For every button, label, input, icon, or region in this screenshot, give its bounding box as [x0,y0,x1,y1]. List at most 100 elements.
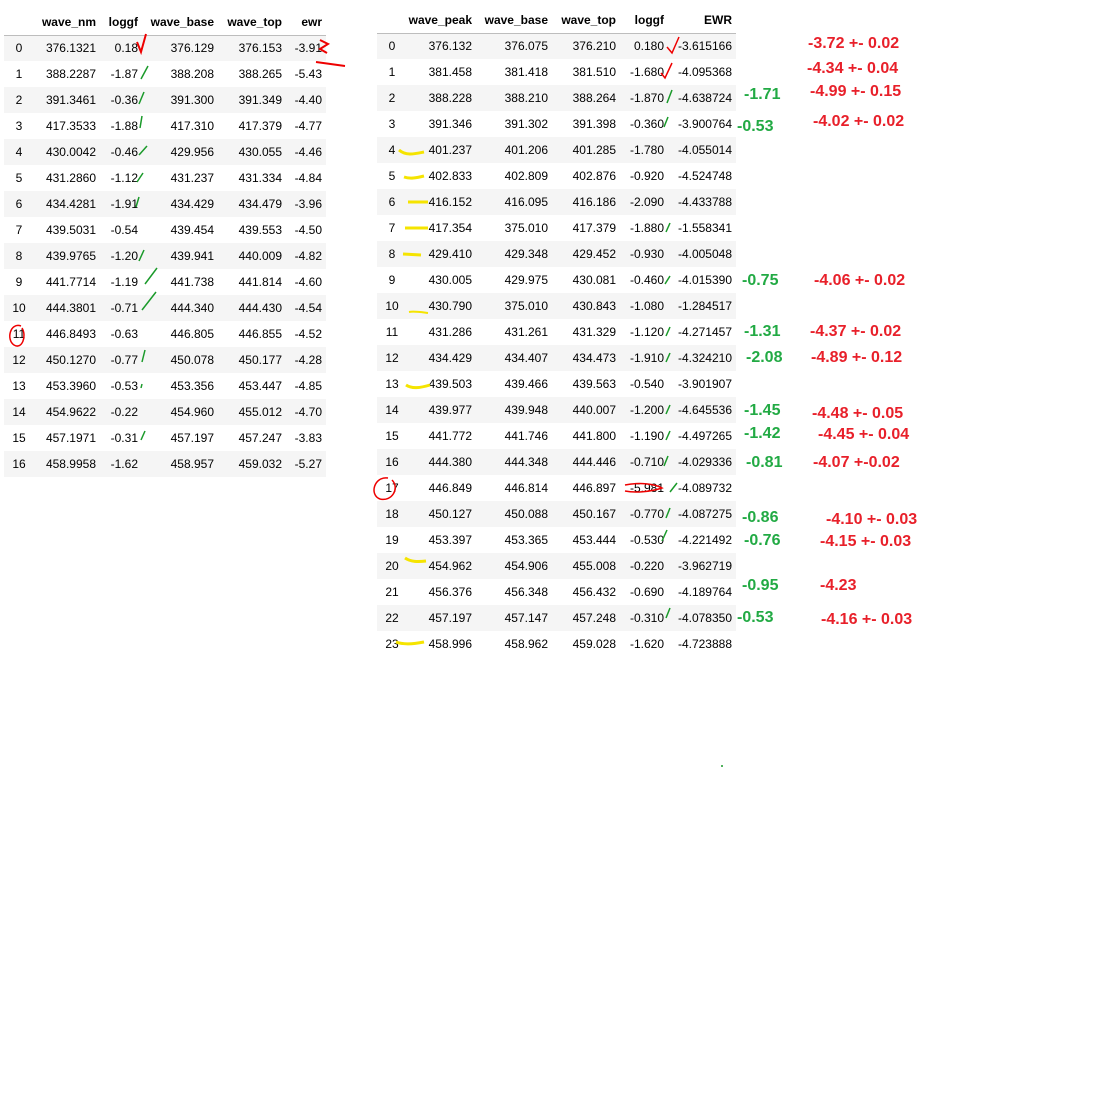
row-index: 16 [4,451,34,477]
table-cell: -4.433788 [664,189,736,215]
table-row: 9 441.7714 -1.19 441.738 441.814 -4.60 [4,269,326,295]
row-index: 4 [4,139,34,165]
table-row: 6 434.4281 -1.91 434.429 434.479 -3.96 [4,191,326,217]
table-cell: -0.22 [96,399,138,425]
red-circle [9,324,25,347]
table-cell: -5.27 [282,451,326,477]
row-index: 8 [4,243,34,269]
row-index: 14 [377,397,407,423]
table-cell: -4.497265 [677,429,732,443]
table-cell: -4.087275 [664,501,736,527]
green-checkmark [669,482,678,493]
green-annotation: -1.31 [744,323,781,340]
table-cell: 457.1971 [45,431,96,445]
green-checkmark [144,267,158,285]
table-cell: 453.356 [170,379,214,393]
table-cell: 441.800 [572,429,616,443]
table-cell: 455.012 [214,399,282,425]
table-cell: 376.1321 [34,35,96,61]
table-cell: 446.849 [428,481,472,495]
green-checkmark [139,115,143,129]
table-cell: 439.941 [138,243,214,269]
table-cell: -0.71 [96,295,138,321]
table-cell: -0.310 [616,605,664,631]
table-cell: -0.77 [96,347,138,373]
row-index: 14 [4,399,34,425]
table-cell: 454.962 [407,553,472,579]
row-index: 0 [4,35,34,61]
green-checkmark [135,196,140,208]
column-header: EWR [704,13,732,28]
row-index: 7 [15,223,23,237]
table-cell: 450.127 [407,501,472,527]
table-cell: -0.46 [96,139,138,165]
table-cell: -1.080 [616,293,664,319]
table-cell: 431.237 [170,171,214,185]
table-cell: -0.220 [616,553,664,579]
table-cell: 444.430 [214,295,282,321]
green-annotation: -0.53 [737,609,774,626]
table-cell: -1.20 [96,243,138,269]
table-cell: 455.008 [548,553,616,579]
row-index: 3 [388,117,396,131]
green-checkmark [136,172,144,183]
table-cell: -3.900764 [677,117,732,131]
row-index: 13 [385,377,399,391]
table-cell: 388.208 [170,67,214,81]
table-cell: 441.746 [504,429,548,443]
table-cell: -1.870 [616,85,664,111]
row-index: 19 [385,533,399,547]
table-cell: 459.032 [214,451,282,477]
table-cell: -4.54 [282,295,326,321]
table-row: 5 402.833 402.809 402.876 -0.920 -4.524748 [377,163,736,189]
table-cell: 440.009 [214,243,282,269]
green-checkmark [138,145,148,156]
table-cell: 431.261 [504,325,548,339]
table-row: 3 417.3533 -1.88 417.310 417.379 -4.77 [4,113,326,139]
red-annotation: -4.99 +- 0.15 [810,83,902,100]
table-cell: 456.376 [428,585,472,599]
table-row: 1 381.458 381.418 381.510 -1.680 -4.095368 [377,59,736,85]
row-index: 6 [4,191,34,217]
table-cell: -4.28 [282,347,326,373]
row-index: 10 [377,293,407,319]
table-cell: 417.379 [238,119,282,133]
table-cell: -2.090 [616,189,664,215]
table-cell: 440.007 [548,397,616,423]
table-cell: 375.010 [504,221,548,235]
table-cell: 388.264 [548,85,616,111]
red-annotation: -4.45 +- 0.04 [818,426,910,443]
row-index: 1 [15,67,23,81]
table-cell: 391.300 [138,87,214,113]
table-cell: -1.12 [110,171,138,185]
table-cell: -4.015390 [677,273,732,287]
table-cell: 388.228 [407,85,472,111]
red-annotation: -4.37 +- 0.02 [810,323,902,340]
table-cell: 439.977 [407,397,472,423]
table-cell: -4.84 [294,171,322,185]
table-row: 7 439.5031 -0.54 439.454 439.553 -4.50 [4,217,326,243]
table-cell: -4.324210 [664,345,736,371]
table-cell: -4.055014 [664,137,736,163]
table-cell: 446.855 [238,327,282,341]
table-cell: -0.690 [629,585,664,599]
table-cell: -0.770 [616,501,664,527]
green-annotation: -2.08 [746,349,783,366]
table-row: 0 376.132 376.075 376.210 0.180 -3.615166 [377,33,736,59]
table-cell: -0.54 [110,223,138,237]
table-row: 6 416.152 416.095 416.186 -2.090 -4.433788 [377,189,736,215]
table-cell: 458.996 [428,637,472,651]
table-cell: -4.82 [282,243,326,269]
table-cell: 429.975 [504,273,548,287]
table-row: 13 453.3960 -0.53 453.356 453.447 -4.85 [4,373,326,399]
red-annotation: -4.07 +-0.02 [813,454,900,471]
table-cell: 454.960 [138,399,214,425]
table-cell: -1.620 [629,637,664,651]
table-cell: 453.444 [572,533,616,547]
table-cell: 401.206 [472,137,548,163]
row-index: 10 [4,295,34,321]
red-annotation: -4.48 +- 0.05 [812,405,904,422]
table-cell: 439.503 [428,377,472,391]
table-cell: 439.553 [238,223,282,237]
table-cell: 430.081 [572,273,616,287]
